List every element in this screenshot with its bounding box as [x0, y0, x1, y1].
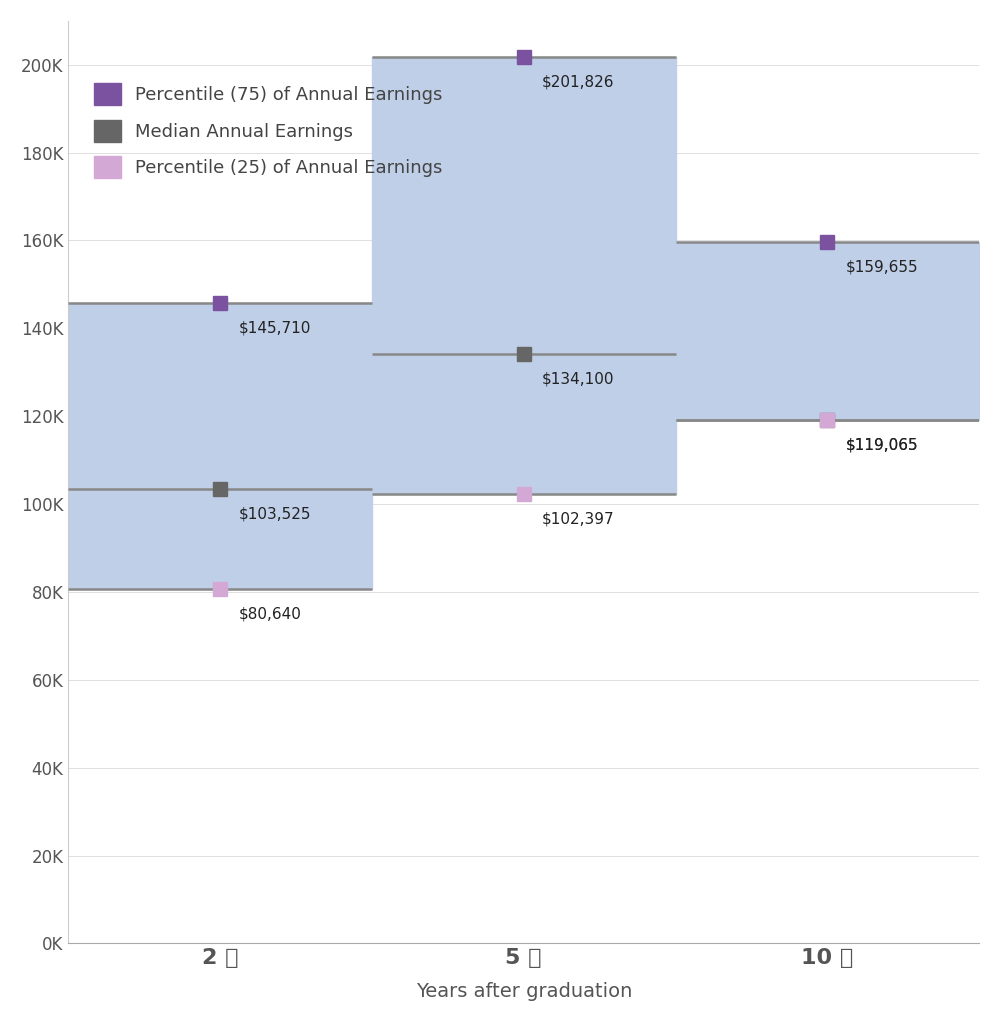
Legend: Percentile (75) of Annual Earnings, Median Annual Earnings, Percentile (25) of A: Percentile (75) of Annual Earnings, Medi… [86, 76, 450, 185]
Text: $134,100: $134,100 [542, 372, 614, 387]
X-axis label: Years after graduation: Years after graduation [416, 982, 632, 1002]
Text: $80,640: $80,640 [238, 607, 301, 621]
Text: $159,655: $159,655 [846, 260, 918, 275]
Text: $201,826: $201,826 [542, 75, 614, 89]
Text: $102,397: $102,397 [542, 511, 615, 526]
Text: $145,710: $145,710 [238, 321, 311, 336]
Text: $119,065: $119,065 [846, 437, 918, 453]
Text: $119,065: $119,065 [846, 437, 918, 453]
Text: $103,525: $103,525 [238, 506, 311, 521]
